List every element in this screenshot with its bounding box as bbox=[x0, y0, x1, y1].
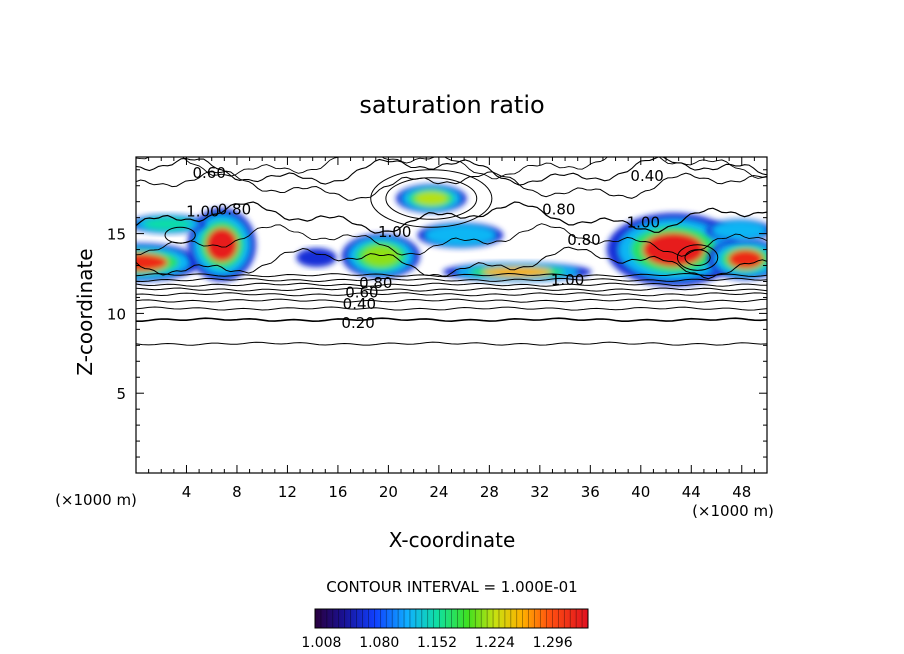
colorbar-tick-label: 1.008 bbox=[301, 635, 341, 651]
chart-title: saturation ratio bbox=[359, 91, 544, 119]
supersaturation-patch bbox=[707, 238, 767, 280]
x-tick-label: 16 bbox=[328, 483, 347, 501]
patch-ring bbox=[728, 249, 763, 269]
contour-line bbox=[136, 317, 767, 323]
contour-label: 0.40 bbox=[343, 295, 376, 313]
x-axis-label: X-coordinate bbox=[389, 528, 516, 552]
contour-label: 1.00 bbox=[551, 271, 584, 289]
contour-label: 1.00 bbox=[378, 223, 411, 241]
contour-line bbox=[136, 277, 767, 283]
y-tick-label: 15 bbox=[107, 226, 126, 244]
x-tick-label: 40 bbox=[631, 483, 650, 501]
contour-loop bbox=[370, 169, 493, 228]
contour-loop bbox=[676, 244, 719, 271]
patch-ring bbox=[440, 229, 481, 242]
patch-ring bbox=[150, 219, 185, 229]
x-tick-label: 32 bbox=[530, 483, 549, 501]
contour-line bbox=[136, 292, 767, 297]
contour-label-layer: 0.200.400.600.80 1.000.60 0.400.801.000.80… bbox=[186, 164, 664, 332]
contour-label: 0.40 bbox=[630, 167, 663, 185]
contour-line bbox=[136, 223, 767, 257]
contour-line bbox=[136, 298, 767, 303]
y-tick-label: 5 bbox=[116, 385, 126, 403]
x-tick-label: 4 bbox=[182, 483, 192, 501]
x-tick-label: 48 bbox=[732, 483, 751, 501]
contour-line bbox=[136, 246, 767, 280]
colorbar-labels: 1.008 1.080 1.152 1.224 1.296 bbox=[301, 635, 572, 651]
colorbar-tick-label: 1.152 bbox=[417, 635, 457, 651]
contour-line bbox=[136, 306, 767, 311]
supersaturation-patch bbox=[136, 243, 201, 282]
x-axis-unit-left: (×1000 m) bbox=[55, 491, 137, 509]
colorbar-tick-label: 1.224 bbox=[475, 635, 515, 651]
supersaturation-patch bbox=[706, 219, 767, 242]
contour-layer bbox=[136, 157, 767, 346]
heat-layer bbox=[136, 184, 767, 287]
x-axis-unit-right: (×1000 m) bbox=[692, 502, 774, 520]
x-tick-label: 24 bbox=[429, 483, 448, 501]
x-tick-label: 20 bbox=[379, 483, 398, 501]
contour-label: 0.80 bbox=[542, 201, 575, 219]
x-tick-label: 8 bbox=[232, 483, 242, 501]
contour-label: 0.20 bbox=[341, 314, 374, 332]
contour-label: 0.80 bbox=[567, 231, 600, 249]
patch-ring bbox=[206, 227, 238, 262]
x-axis-ticks: 4 8 12 16 20 24 28 32 36 40 44 48 bbox=[148, 157, 755, 501]
patch-ring bbox=[307, 253, 326, 262]
plot-area: 0.200.400.600.80 1.000.60 0.400.801.000.80… bbox=[107, 156, 768, 501]
x-tick-label: 12 bbox=[278, 483, 297, 501]
x-tick-label: 44 bbox=[682, 483, 701, 501]
contour-loop bbox=[684, 249, 711, 267]
contour-loop bbox=[164, 226, 196, 244]
y-tick-label: 10 bbox=[107, 305, 126, 323]
contour-label: 0.80 bbox=[218, 201, 251, 219]
supersaturation-patch bbox=[395, 184, 467, 213]
contour-label: 0.80 bbox=[359, 274, 392, 292]
y-axis-ticks: 5 10 15 bbox=[107, 169, 767, 458]
contour-line bbox=[136, 157, 767, 186]
x-tick-label: 36 bbox=[581, 483, 600, 501]
patch-ring bbox=[415, 191, 448, 206]
contour-label: 0.60 bbox=[192, 164, 225, 182]
contour-line bbox=[136, 282, 767, 287]
colorbar-tick-label: 1.296 bbox=[533, 635, 573, 651]
colorbar: 1.008 1.080 1.152 1.224 1.296 bbox=[301, 608, 589, 651]
colorbar-frame bbox=[314, 608, 589, 629]
contour-loop bbox=[385, 177, 478, 220]
patch-ring bbox=[136, 253, 168, 272]
y-axis-label: Z-coordinate bbox=[73, 248, 97, 375]
patch-ring bbox=[724, 225, 755, 236]
contour-label: 1.00 bbox=[627, 213, 660, 231]
contour-line bbox=[136, 287, 767, 292]
contour-line bbox=[136, 341, 767, 346]
colorbar-stripes bbox=[320, 609, 583, 628]
contour-line bbox=[136, 201, 767, 234]
contour-line bbox=[136, 272, 767, 278]
x-tick-label: 28 bbox=[480, 483, 499, 501]
supersaturation-patch bbox=[417, 222, 504, 248]
contour-label: 1.00 bbox=[186, 202, 219, 220]
contour-label: 0.60 bbox=[345, 284, 378, 302]
contour-interval-note: CONTOUR INTERVAL = 1.000E-01 bbox=[326, 578, 577, 596]
supersaturation-patch bbox=[187, 208, 256, 282]
supersaturation-patch bbox=[296, 247, 337, 268]
colorbar-tick-label: 1.080 bbox=[359, 635, 399, 651]
